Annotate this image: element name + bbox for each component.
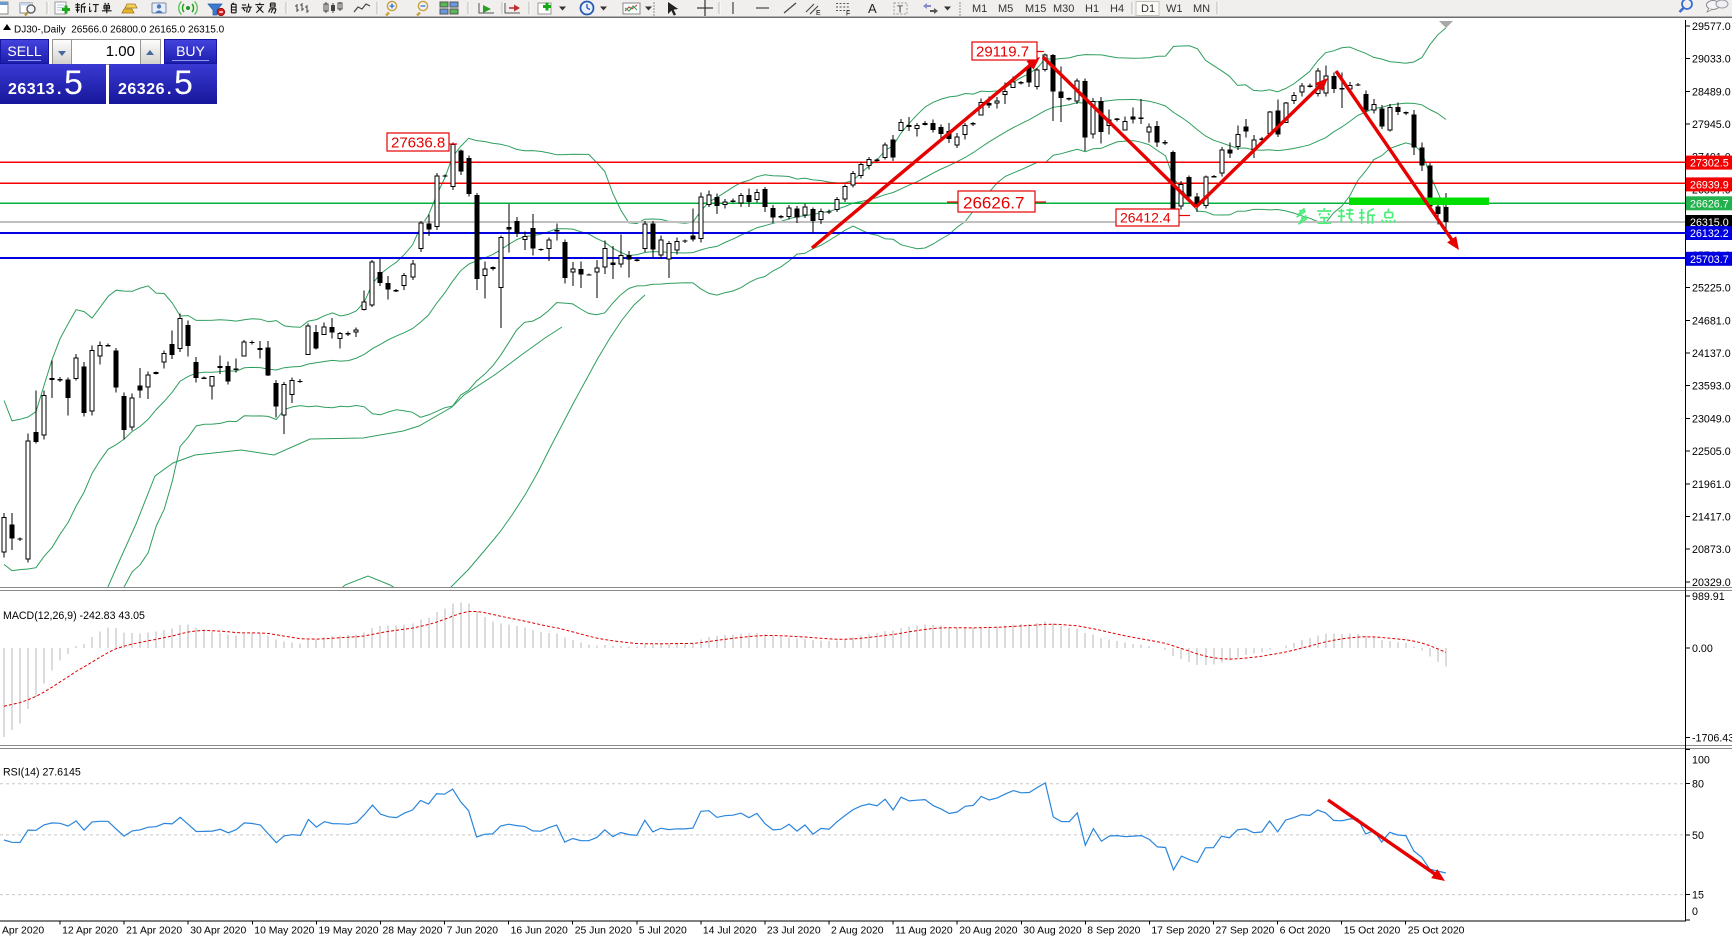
svg-text:23049.0: 23049.0 [1692, 413, 1731, 425]
svg-text:30 Apr 2020: 30 Apr 2020 [190, 926, 246, 937]
svg-text:29119.7: 29119.7 [976, 44, 1029, 61]
svg-text:26626.7: 26626.7 [1690, 198, 1729, 210]
svg-text:19 May 2020: 19 May 2020 [318, 926, 378, 937]
svg-text:2 Aug 2020: 2 Aug 2020 [831, 926, 884, 937]
svg-text:DJ30-,Daily 26566.0 26800.0 2: DJ30-,Daily 26566.0 26800.0 26165.0 2631… [14, 25, 225, 36]
svg-text:26939.9: 26939.9 [1690, 179, 1729, 191]
svg-text:H4: H4 [1110, 3, 1124, 15]
svg-text:MACD(12,26,9) -242.83 43.05: MACD(12,26,9) -242.83 43.05 [3, 610, 145, 622]
svg-text:80: 80 [1692, 779, 1704, 791]
svg-text:7 Jun 2020: 7 Jun 2020 [447, 926, 499, 937]
svg-text:15 Oct 2020: 15 Oct 2020 [1344, 926, 1401, 937]
svg-text:M1: M1 [972, 3, 987, 15]
svg-text:12 Apr 2020: 12 Apr 2020 [62, 926, 118, 937]
svg-text:15: 15 [1692, 890, 1704, 902]
svg-text:27 Sep 2020: 27 Sep 2020 [1216, 926, 1275, 937]
svg-text:25 Jun 2020: 25 Jun 2020 [575, 926, 632, 937]
svg-text:10 May 2020: 10 May 2020 [254, 926, 314, 937]
svg-text:W1: W1 [1166, 3, 1183, 15]
svg-text:E: E [816, 10, 821, 17]
svg-text:29033.0: 29033.0 [1692, 54, 1731, 66]
svg-text:50: 50 [1692, 830, 1704, 842]
svg-text:30 Aug 2020: 30 Aug 2020 [1023, 926, 1082, 937]
svg-text:21417.0: 21417.0 [1692, 512, 1731, 524]
svg-text:F: F [846, 11, 850, 18]
svg-text:16 Jun 2020: 16 Jun 2020 [511, 926, 568, 937]
svg-text:-1706.43: -1706.43 [1692, 733, 1732, 745]
svg-text:6 Oct 2020: 6 Oct 2020 [1280, 926, 1331, 937]
svg-text:24137.0: 24137.0 [1692, 348, 1731, 360]
svg-text:D1: D1 [1141, 3, 1155, 15]
svg-text:0: 0 [1692, 906, 1698, 918]
svg-text:28 May 2020: 28 May 2020 [383, 926, 443, 937]
svg-text:RSI(14) 27.6145: RSI(14) 27.6145 [3, 767, 81, 779]
svg-text:11 Aug 2020: 11 Aug 2020 [895, 926, 953, 937]
svg-text:H1: H1 [1085, 3, 1099, 15]
svg-text:26626.7: 26626.7 [963, 194, 1024, 213]
svg-text:M5: M5 [998, 3, 1013, 15]
svg-text:20329.0: 20329.0 [1692, 577, 1731, 589]
svg-text:26132.2: 26132.2 [1690, 228, 1729, 240]
svg-text:8 Sep 2020: 8 Sep 2020 [1087, 926, 1140, 937]
svg-text:29577.0: 29577.0 [1692, 21, 1731, 33]
svg-text:20873.0: 20873.0 [1692, 544, 1731, 556]
svg-text:20 Aug 2020: 20 Aug 2020 [959, 926, 1018, 937]
svg-text:27302.5: 27302.5 [1690, 158, 1729, 170]
svg-text:27945.0: 27945.0 [1692, 119, 1731, 131]
svg-text:25225.0: 25225.0 [1692, 283, 1731, 295]
svg-text:MN: MN [1193, 3, 1210, 15]
svg-text:22505.0: 22505.0 [1692, 446, 1731, 458]
svg-text:28489.0: 28489.0 [1692, 86, 1731, 98]
svg-text:A: A [868, 1, 877, 16]
svg-text:23593.0: 23593.0 [1692, 381, 1731, 393]
svg-text:24681.0: 24681.0 [1692, 315, 1731, 327]
svg-text:5 Jul 2020: 5 Jul 2020 [639, 926, 687, 937]
svg-text:17 Sep 2020: 17 Sep 2020 [1151, 926, 1210, 937]
svg-text:21 Apr 2020: 21 Apr 2020 [126, 926, 182, 937]
svg-text:25703.7: 25703.7 [1690, 254, 1729, 266]
svg-text:M30: M30 [1053, 3, 1074, 15]
svg-text:21961.0: 21961.0 [1692, 479, 1731, 491]
svg-text:23 Jul 2020: 23 Jul 2020 [767, 926, 821, 937]
svg-text:T: T [897, 5, 903, 16]
svg-text:27636.8: 27636.8 [391, 135, 445, 152]
svg-text:Apr 2020: Apr 2020 [2, 926, 44, 937]
svg-text:M15: M15 [1025, 3, 1046, 15]
svg-text:14 Jul 2020: 14 Jul 2020 [703, 926, 757, 937]
svg-text:25 Oct 2020: 25 Oct 2020 [1408, 926, 1465, 937]
svg-text:989.91: 989.91 [1692, 591, 1725, 603]
svg-text:26412.4: 26412.4 [1120, 210, 1171, 226]
svg-text:100: 100 [1692, 755, 1710, 767]
svg-text:0.00: 0.00 [1692, 643, 1713, 655]
